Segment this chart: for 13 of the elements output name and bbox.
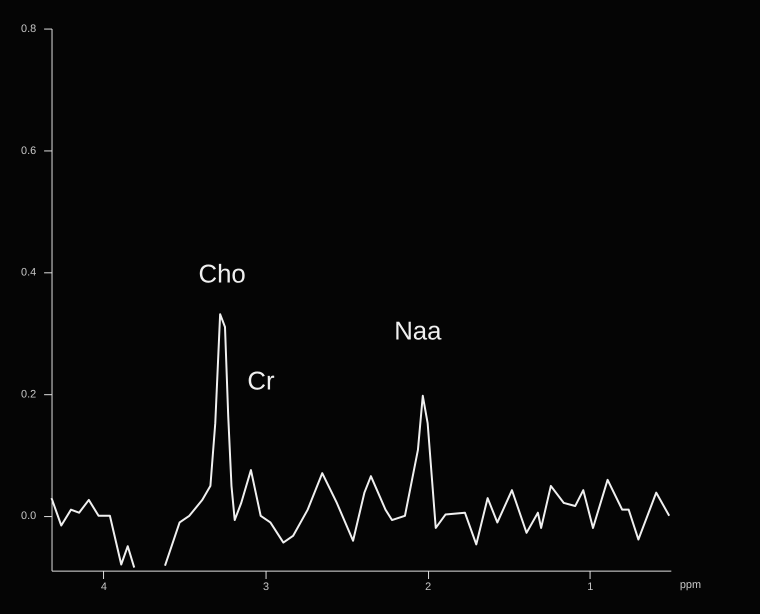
x-tick-label: 2 — [425, 580, 432, 593]
annotation: Cr — [247, 368, 275, 396]
y-tick-label: 0.4 — [21, 266, 36, 279]
x-tick-label: 1 — [587, 580, 594, 593]
y-tick-label: 0.2 — [21, 388, 36, 400]
x-tick-label: 4 — [100, 580, 107, 593]
annotation: Naa — [394, 317, 442, 346]
y-tick-label: 0.0 — [21, 510, 36, 522]
x-axis-title: ppm — [680, 578, 702, 591]
x-tick-label: 3 — [262, 580, 270, 593]
y-tick-label: 0.8 — [21, 23, 36, 36]
y-tick-label: 0.6 — [21, 144, 36, 157]
annotation: Cho — [198, 260, 246, 288]
